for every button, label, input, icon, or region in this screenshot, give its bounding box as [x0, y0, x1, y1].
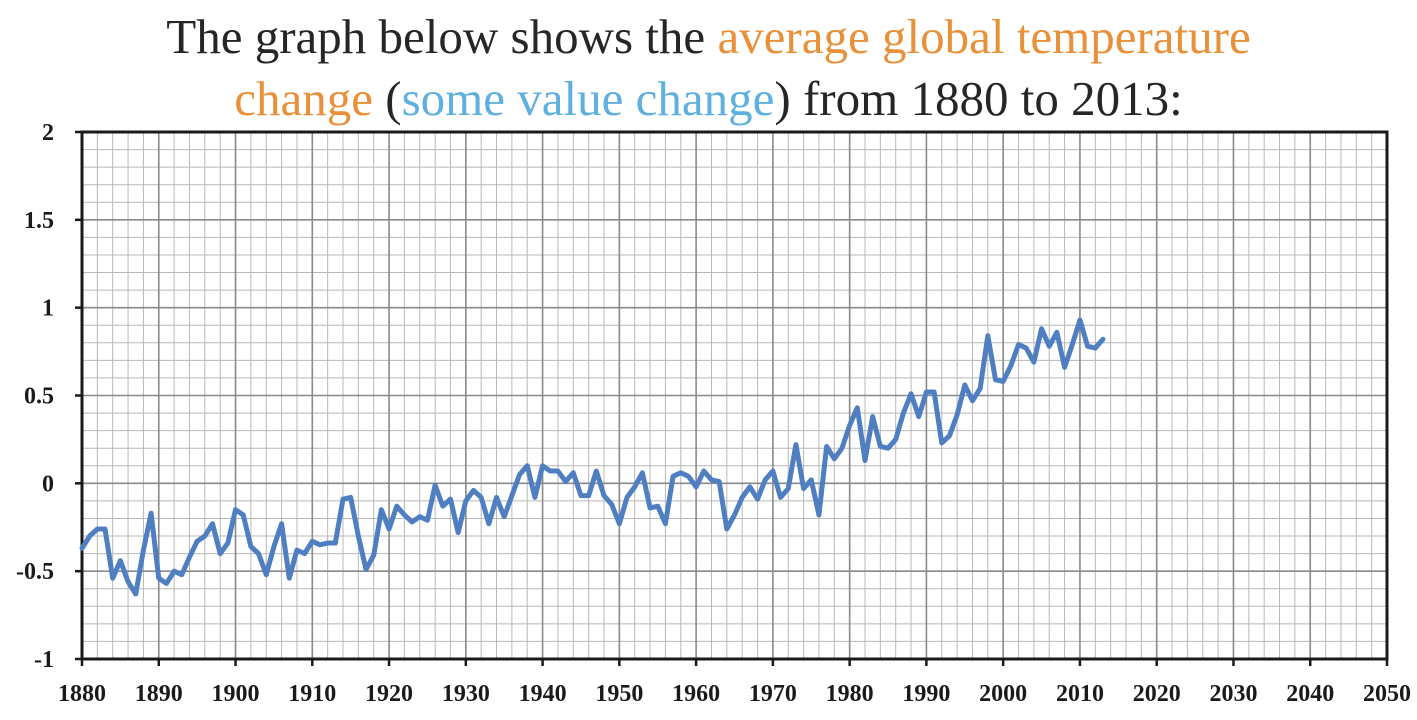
x-tick-label: 1930 — [442, 681, 490, 707]
x-tick-label: 1990 — [902, 681, 950, 707]
y-tick-label: 0.5 — [24, 384, 54, 410]
title-prefix: The graph below shows the — [166, 9, 718, 64]
y-tick-label: 1 — [42, 296, 54, 322]
title-open-paren: ( — [373, 71, 402, 126]
y-tick-label: 2 — [42, 120, 54, 146]
x-tick-label: 2050 — [1363, 681, 1411, 707]
x-tick-label: 2020 — [1133, 681, 1181, 707]
x-tick-label: 1910 — [288, 681, 336, 707]
title-highlight-temperature: average global temperature — [717, 9, 1251, 64]
x-tick-label: 2010 — [1056, 681, 1104, 707]
title-suffix: ) from 1880 to 2013: — [774, 71, 1183, 126]
title-line-1: The graph below shows the average global… — [0, 6, 1417, 68]
x-tick-label: 2030 — [1209, 681, 1257, 707]
x-tick-label: 1890 — [135, 681, 183, 707]
x-tick-label: 2040 — [1286, 681, 1334, 707]
x-tick-label: 2000 — [979, 681, 1027, 707]
x-tick-label: 1920 — [365, 681, 413, 707]
x-tick-label: 1900 — [212, 681, 260, 707]
chart-title: The graph below shows the average global… — [0, 6, 1417, 130]
y-axis-ticks: 2 1.5 1 0.5 0 -0.5 -1 — [16, 120, 82, 673]
y-tick-label: -0.5 — [16, 559, 54, 585]
x-tick-label: 1940 — [519, 681, 567, 707]
title-highlight-change: change — [234, 71, 374, 126]
x-axis-ticks: 1880 1890 1900 1910 1920 1930 1940 1950 1960 1970… — [58, 659, 1411, 707]
x-tick-label: 1960 — [672, 681, 720, 707]
x-tick-label: 1880 — [58, 681, 106, 707]
title-secondary: some value change — [401, 71, 775, 126]
series-line-0 — [79, 317, 1106, 597]
y-tick-label: 1.5 — [24, 208, 54, 234]
title-line-2: change (some value change) from 1880 to … — [0, 68, 1417, 130]
grid-major — [82, 132, 1387, 659]
x-tick-label: 1950 — [595, 681, 643, 707]
series-group — [79, 317, 1106, 597]
x-tick-label: 1970 — [749, 681, 797, 707]
y-tick-label: 0 — [42, 471, 54, 497]
x-tick-label: 1980 — [826, 681, 874, 707]
y-tick-label: -1 — [34, 647, 54, 673]
